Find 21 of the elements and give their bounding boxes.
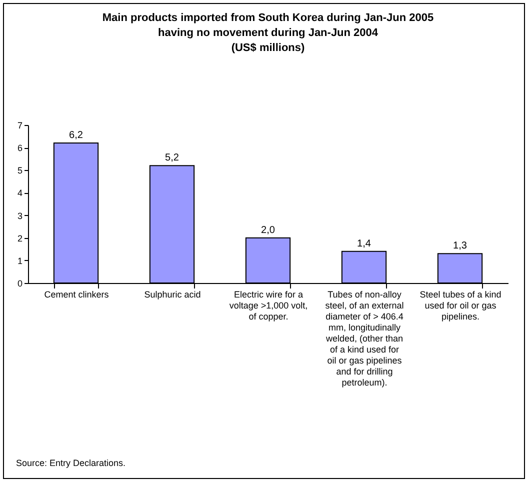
- y-tick-label: 2: [17, 233, 22, 244]
- y-tick-label: 6: [17, 143, 22, 154]
- x-tick-label: Electric wire for a voltage >1,000 volt, of copper.: [229, 290, 308, 322]
- y-tick-label: 1: [17, 256, 22, 266]
- y-tick-label: 5: [17, 166, 22, 176]
- data-label: 1,3: [453, 240, 468, 252]
- data-label: 5,2: [165, 152, 180, 164]
- x-tick-label: Sulphuric acid: [144, 290, 201, 300]
- y-tick-label: 0: [17, 278, 22, 288]
- data-label: 2,0: [261, 224, 276, 236]
- category-label: Tubes of non-alloy steel, of an external diameter of > 406.4 mm, longitudinally welded, (other than of a kind used for oil or gas pipelines and for drilling petroleum).: [325, 290, 404, 388]
- y-tick-label: 3: [17, 210, 22, 221]
- data-label: 6,2: [69, 130, 84, 142]
- chart-title: Main products imported from South Korea during Jan-Jun 2005 having no movement during Jan-Jun 2004: [102, 12, 434, 39]
- x-tick-label: Steel tubes of a kind used for oil or gas pipelines.: [420, 290, 502, 322]
- x-tick-label: Cement clinkers: [44, 290, 110, 300]
- source-note: Source: Entry Declarations.: [16, 458, 126, 468]
- y-tick-label: 7: [17, 120, 22, 130]
- y-tick-label: 4: [17, 188, 22, 198]
- chart-subtitle: (US$ millions): [231, 42, 306, 54]
- data-label: 1,4: [357, 238, 372, 250]
